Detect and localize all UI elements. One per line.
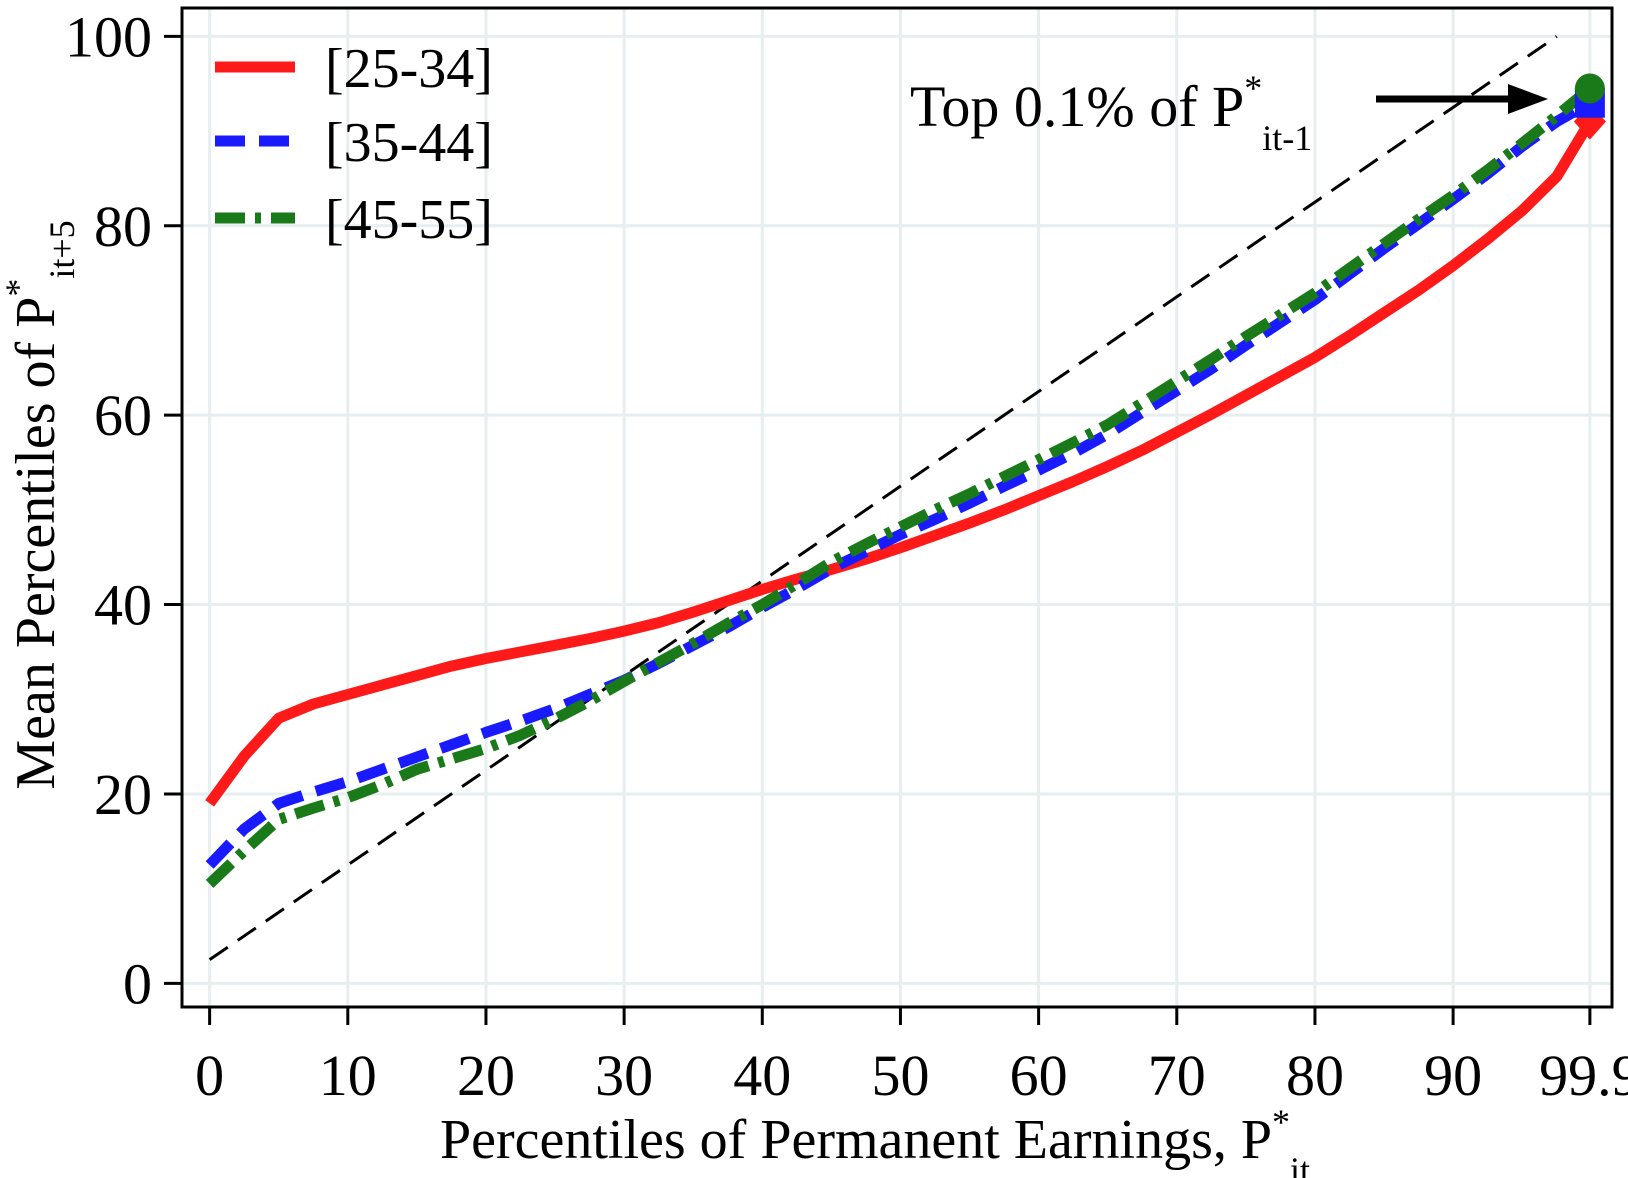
x-axis-title: Percentiles of Permanent Earnings, P*it (440, 1102, 1310, 1178)
x-tick-label: 20 (457, 1043, 515, 1108)
x-axis-title-main: Percentiles of Permanent Earnings, P (440, 1109, 1272, 1171)
legend: [25-34] [35-44] [45-55] (215, 38, 493, 251)
x-tick-label: 60 (1010, 1043, 1068, 1108)
top-markers (1573, 73, 1606, 140)
x-tick-label: 0 (195, 1043, 224, 1108)
x-tick-label: 90 (1424, 1043, 1482, 1108)
y-axis-title-sub: it+5 (42, 220, 82, 278)
y-axis-title: Mean Percentiles of P*it+5 (0, 220, 82, 789)
y-axis-ticks: 0 20 40 60 80 100 (65, 4, 182, 1016)
x-tick-label: 30 (595, 1043, 653, 1108)
annotation-text-sub: it-1 (1262, 118, 1312, 158)
series-line-35-44 (205, 97, 1593, 869)
reference-45-degree-line (208, 35, 1558, 961)
y-tick-label: 60 (94, 383, 152, 448)
annotation-arrow-head (1508, 84, 1548, 114)
x-tick-label: 70 (1148, 1043, 1206, 1108)
series-line-25-34 (205, 118, 1595, 807)
x-axis-title-sup: * (1272, 1102, 1290, 1142)
legend-label-35-44: [35-44] (325, 112, 493, 174)
x-tick-label: 99.9 (1539, 1043, 1628, 1108)
plot-frame (180, 6, 1614, 1009)
x-tick-label: 10 (319, 1043, 377, 1108)
x-tick-label: 50 (871, 1043, 929, 1108)
y-axis-title-sup: * (0, 279, 38, 297)
legend-label-25-34: [25-34] (325, 38, 493, 100)
x-tick-label: 80 (1286, 1043, 1344, 1108)
legend-label-45-55: [45-55] (325, 189, 493, 251)
y-tick-label: 40 (94, 573, 152, 638)
y-tick-label: 100 (65, 4, 152, 69)
series-layer (205, 84, 1595, 888)
x-tick-label: 40 (733, 1043, 791, 1108)
annotation-text: Top 0.1% of P*it-1 (910, 68, 1312, 158)
x-axis-ticks: 0 10 20 30 40 50 60 70 80 90 99.9 (195, 1007, 1628, 1108)
series-line-45-55 (205, 84, 1594, 888)
grid (182, 8, 1612, 1007)
annotation: Top 0.1% of P*it-1 (910, 68, 1548, 158)
y-tick-label: 80 (94, 194, 152, 259)
annotation-text-sup: * (1244, 68, 1262, 108)
top-marker-45-55 (1574, 73, 1605, 104)
y-tick-label: 0 (123, 951, 152, 1016)
y-tick-label: 20 (94, 762, 152, 827)
x-axis-title-sub: it (1290, 1150, 1310, 1178)
y-axis-title-main: Mean Percentiles of P (5, 297, 67, 790)
annotation-text-main: Top 0.1% of P (910, 74, 1244, 139)
